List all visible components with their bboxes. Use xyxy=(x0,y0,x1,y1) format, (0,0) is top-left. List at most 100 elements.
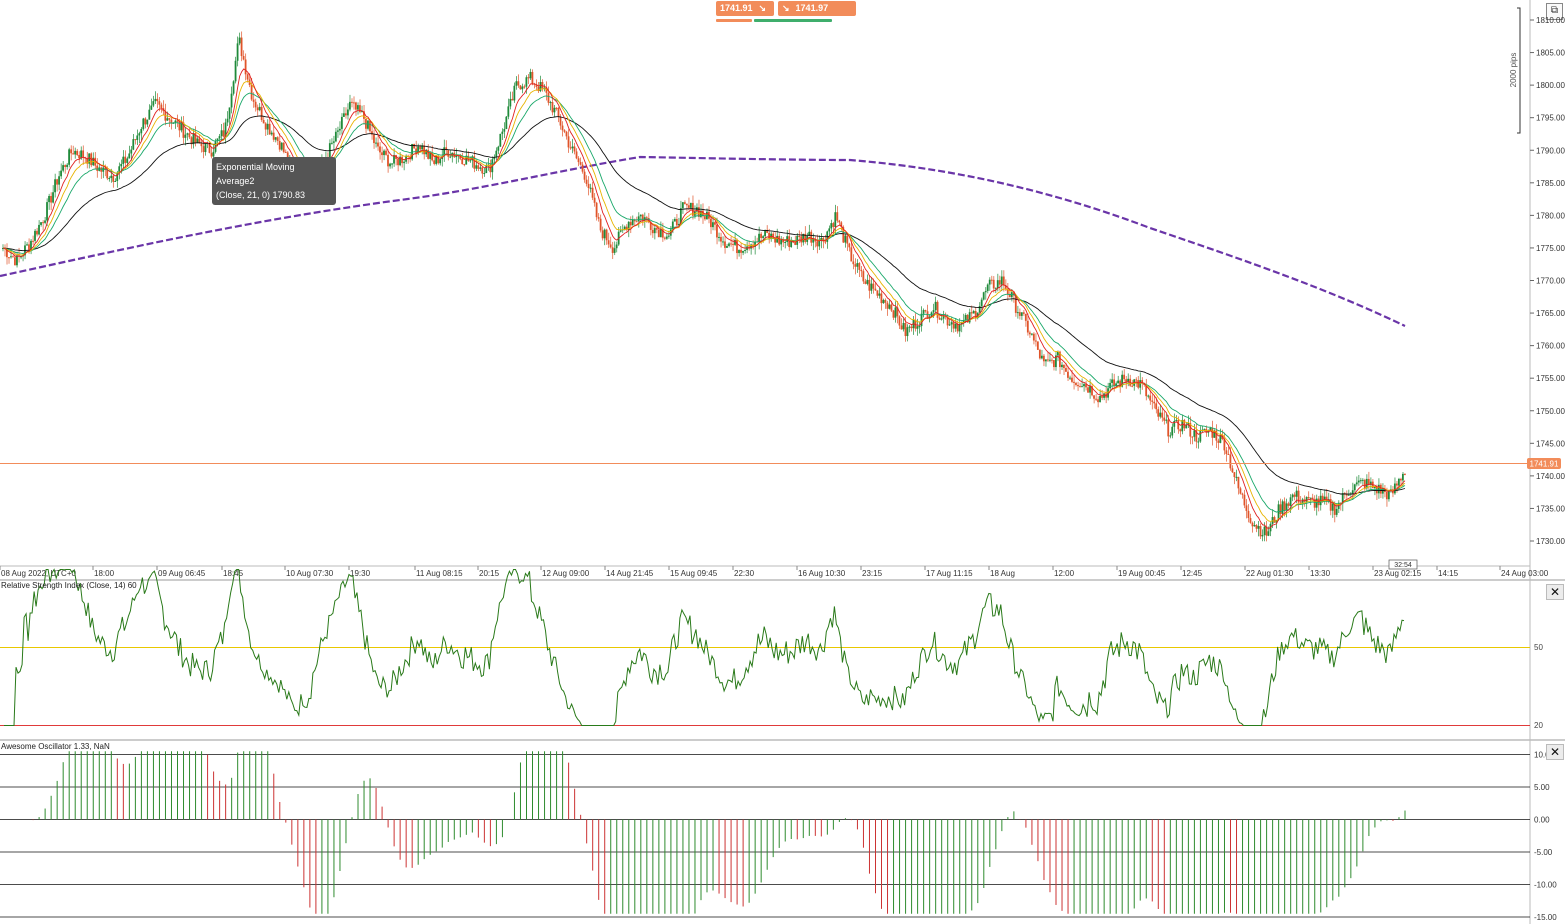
ao-histogram xyxy=(32,751,1406,914)
candle-body xyxy=(359,105,361,113)
candle-body xyxy=(48,196,50,203)
candle-body xyxy=(1337,502,1340,509)
candle-body xyxy=(1341,493,1344,504)
candle-body xyxy=(1299,502,1302,504)
candle-body xyxy=(208,142,211,153)
candle-body xyxy=(768,232,770,239)
candle-body xyxy=(1063,364,1065,369)
candle-body xyxy=(613,248,616,253)
candle-body xyxy=(1395,483,1398,486)
candle-body xyxy=(605,229,608,241)
candle-body xyxy=(1313,499,1316,508)
candle-body xyxy=(501,131,504,134)
candle-body xyxy=(489,164,492,173)
candle-body xyxy=(732,243,734,245)
candle-body xyxy=(122,156,125,164)
ao-tick-label: 5.00 xyxy=(1534,783,1550,792)
candle-body xyxy=(176,120,179,122)
candle-body xyxy=(886,302,889,309)
candle-body xyxy=(860,269,863,272)
candle-body xyxy=(1237,476,1240,489)
candle-body xyxy=(954,323,957,329)
price-tick-label: 1795.00 xyxy=(1536,114,1565,123)
candle-body xyxy=(1095,398,1097,400)
candle-body xyxy=(994,288,997,290)
candle-body xyxy=(810,231,813,243)
candle-body xyxy=(1181,419,1184,432)
candle-body xyxy=(461,158,464,165)
candle-body xyxy=(916,326,919,329)
candle-body xyxy=(373,134,375,144)
candle-body xyxy=(56,179,58,185)
candle-body xyxy=(1036,341,1039,350)
candle-body xyxy=(908,326,911,328)
time-tick-label: 18:45 xyxy=(223,569,244,578)
candle-body xyxy=(202,146,205,153)
time-tick-label: 08 Aug 2022, UTC+0 xyxy=(1,569,76,578)
countdown-box xyxy=(1388,559,1418,570)
candle-body xyxy=(982,292,985,300)
candle-body xyxy=(1050,359,1053,361)
ao-grid: 10.00 5.00 0.00 -5.00 -10.00 -15.00 xyxy=(0,751,1557,922)
external-window-icon[interactable]: ⧉ xyxy=(1546,3,1563,20)
candle-body xyxy=(413,143,415,149)
candle-body xyxy=(437,155,440,164)
candle-body xyxy=(395,155,397,159)
candle-body xyxy=(178,121,181,131)
candle-body xyxy=(844,235,847,243)
candle-body xyxy=(671,221,674,230)
candle-body xyxy=(1231,468,1234,473)
candle-body xyxy=(998,280,1001,285)
candle-body xyxy=(1189,422,1192,437)
candle-body xyxy=(220,130,223,137)
candle-body xyxy=(184,134,187,138)
time-axis: 08 Aug 2022, UTC+0 18:00 09 Aug 06:45 18:45… xyxy=(0,566,1549,578)
candle-body xyxy=(1293,494,1296,497)
time-tick-label: 22 Aug 01:30 xyxy=(1246,569,1294,578)
candle-body xyxy=(198,138,201,144)
candle-body xyxy=(218,136,221,139)
candle-body xyxy=(40,222,42,225)
sell-button[interactable]: 1741.91 ↘ xyxy=(716,1,774,16)
candle-body xyxy=(531,71,534,84)
candle-body xyxy=(1393,483,1396,494)
candle-body xyxy=(824,241,827,243)
candle-body xyxy=(1315,498,1318,508)
candle-body xyxy=(50,196,52,203)
candle-body xyxy=(830,223,833,229)
candle-body xyxy=(226,118,229,123)
candle-body xyxy=(996,280,999,289)
candle-body xyxy=(60,170,62,177)
candle-body xyxy=(904,322,907,337)
rsi-pane-label: Relative Strength Index (Close, 14) 60 xyxy=(1,581,137,590)
price-tick-label: 1735.00 xyxy=(1536,504,1565,513)
rsi-close-button[interactable]: ✕ xyxy=(1546,584,1564,600)
candle-body xyxy=(110,175,113,179)
candle-body xyxy=(16,255,18,266)
candle-body xyxy=(840,222,843,228)
rsi-tick-50: 50 xyxy=(1534,643,1543,652)
candle-body xyxy=(1026,320,1029,333)
candle-body xyxy=(222,130,225,137)
candle-body xyxy=(547,92,550,103)
candle-body xyxy=(1163,417,1166,421)
candle-body xyxy=(545,87,548,93)
candle-body xyxy=(655,228,658,230)
ao-close-button[interactable]: ✕ xyxy=(1546,744,1564,760)
candle-body xyxy=(924,310,927,312)
buy-button[interactable]: ↘ 1741.97 xyxy=(778,1,856,16)
candle-body xyxy=(980,299,983,306)
candle-body xyxy=(1069,377,1071,379)
sma-200-line xyxy=(0,155,1406,327)
candle-body xyxy=(625,226,628,230)
candle-body xyxy=(748,246,750,249)
candle-body xyxy=(1253,525,1256,527)
candle-body xyxy=(932,310,935,313)
candle-body xyxy=(890,304,893,311)
candle-body xyxy=(874,288,877,291)
buy-price: 1741.97 xyxy=(795,3,829,13)
candle-body xyxy=(1297,490,1300,503)
candle-body xyxy=(421,145,423,150)
candle-body xyxy=(986,284,989,292)
